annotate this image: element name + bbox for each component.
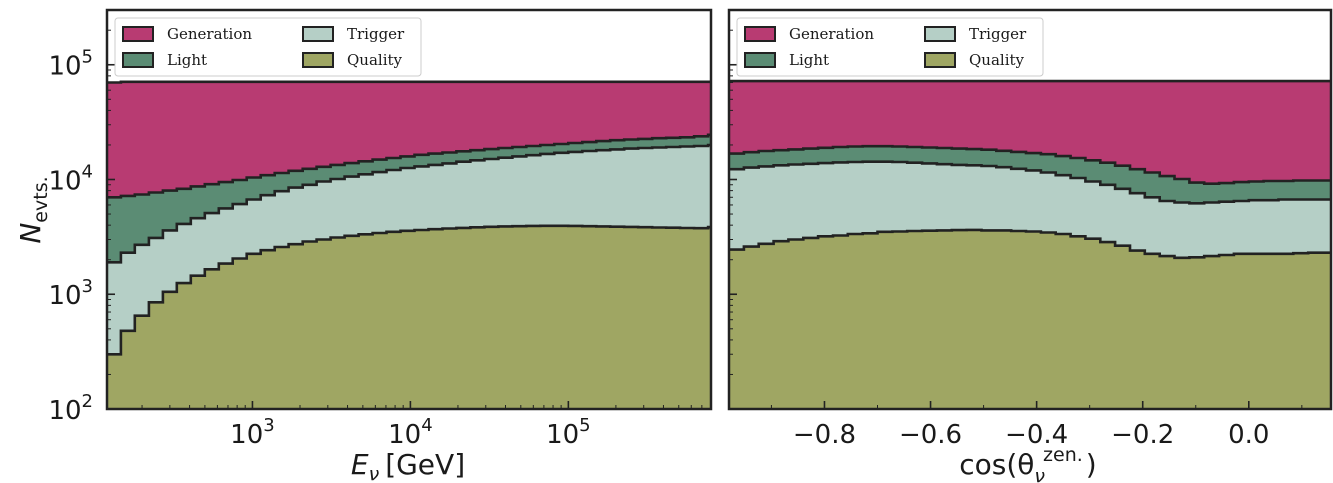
x-tick-label: −0.6 <box>899 420 962 450</box>
legend-box <box>114 17 422 77</box>
legend-box <box>736 17 1044 77</box>
x-tick-label: −0.2 <box>1111 420 1174 450</box>
y-tick-label: 105 <box>48 47 93 82</box>
legend-swatch-quality <box>924 52 956 68</box>
step-line-generation <box>107 80 711 84</box>
energy-axes-frame <box>105 8 713 411</box>
energy-legend: Generation Light Trigger Quality <box>114 17 422 77</box>
legend-swatch-trigger <box>302 26 334 42</box>
step-line-trigger <box>729 160 1331 205</box>
legend-label-quality: Quality <box>347 51 403 69</box>
y-axis-label: Nevts. <box>14 176 52 243</box>
x-tick-label: 104 <box>388 415 433 450</box>
zenith-ticks: −0.8 −0.6 −0.4 −0.2 0.0 <box>729 9 1303 450</box>
legend-label-trigger: Trigger <box>347 25 405 43</box>
zenith-x-axis-label: cos(θνzen.) <box>959 444 1096 483</box>
y-tick-label: 104 <box>48 161 93 196</box>
legend-swatch-generation <box>122 26 154 42</box>
zenith-panel: −0.8 −0.6 −0.4 −0.2 0.0 Generation Light Trigg… <box>727 8 1333 483</box>
step-line-quality <box>729 228 1331 260</box>
x-tick-label: −0.4 <box>1005 420 1068 450</box>
energy-outlines <box>107 80 711 356</box>
legend-swatch-light <box>744 52 776 68</box>
legend-swatch-trigger <box>924 26 956 42</box>
area-quality <box>729 229 1331 409</box>
step-line-light <box>107 133 711 199</box>
zenith-areas <box>729 81 1331 409</box>
legend-label-generation: Generation <box>167 25 252 43</box>
step-line-quality <box>107 224 711 356</box>
y-tick-label: 102 <box>48 391 93 426</box>
energy-panel: 102 103 104 105 103 104 105 Generation Light Tri… <box>48 8 713 483</box>
energy-ticks: 102 103 104 105 103 104 105 <box>48 9 712 450</box>
step-line-trigger <box>107 143 711 264</box>
legend-label-light: Light <box>167 51 207 69</box>
x-tick-label: 103 <box>230 415 275 450</box>
zenith-legend: Generation Light Trigger Quality <box>736 17 1044 77</box>
x-tick-label: −0.8 <box>793 420 856 450</box>
area-quality <box>107 225 711 409</box>
zenith-axes-frame <box>727 8 1333 411</box>
legend-label-trigger: Trigger <box>969 25 1027 43</box>
x-tick-label: 105 <box>546 415 591 450</box>
legend-label-light: Light <box>789 51 829 69</box>
step-line-light <box>729 144 1331 185</box>
legend-label-quality: Quality <box>969 51 1025 69</box>
energy-x-axis-label: Eν [GeV] <box>351 448 465 483</box>
legend-swatch-quality <box>302 52 334 68</box>
legend-label-generation: Generation <box>789 25 874 43</box>
energy-areas <box>107 81 711 410</box>
y-tick-label: 103 <box>48 276 93 311</box>
zenith-outlines <box>729 79 1331 260</box>
x-tick-label: 0.0 <box>1228 420 1269 450</box>
legend-swatch-generation <box>744 26 776 42</box>
legend-swatch-light <box>122 52 154 68</box>
